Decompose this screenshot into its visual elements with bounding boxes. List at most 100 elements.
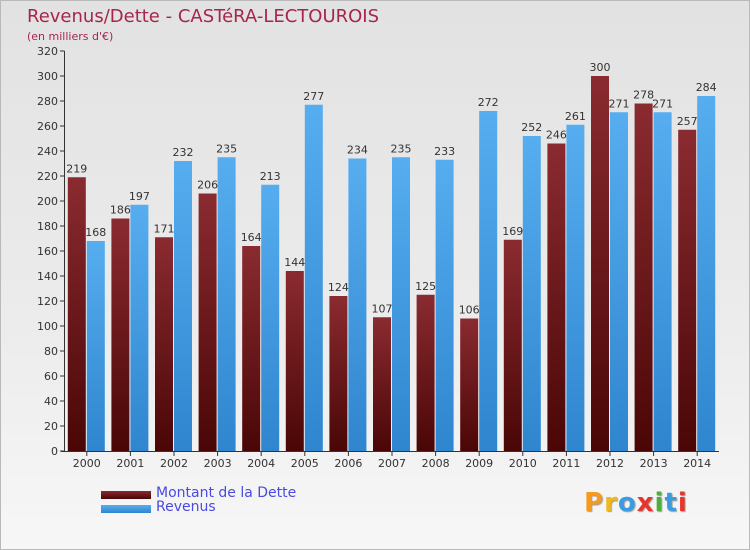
chart-subtitle: (en milliers d'€) [27,30,114,43]
y-tick-label: 100 [37,320,58,333]
y-tick-label: 180 [37,220,58,233]
bar-revenus [348,158,367,451]
y-tick-label: 40 [44,395,58,408]
y-tick-label: 280 [37,95,58,108]
value-label-dette: 169 [502,225,523,238]
bar-dette [678,129,697,451]
bar-dette [460,318,479,451]
value-label-dette: 125 [415,280,436,293]
bar-dette [242,246,261,451]
bar-dette [503,239,522,451]
bar-dette [373,317,391,451]
bar-revenus [261,184,280,451]
legend-label-dette: Montant de la Dette [156,485,297,501]
bar-revenus [522,136,541,451]
bar-revenus [435,159,454,451]
value-label-revenus: 277 [303,90,324,103]
x-tick-label: 2005 [291,457,319,470]
bar-dette [155,237,173,451]
bar-dette [416,294,435,451]
value-label-revenus: 284 [696,81,717,94]
value-label-dette: 106 [459,304,480,317]
x-tick-label: 2009 [465,457,493,470]
bar-revenus [610,112,628,451]
value-label-dette: 219 [66,162,87,175]
y-tick-label: 80 [44,345,58,358]
value-label-dette: 164 [241,231,262,244]
value-label-dette: 278 [633,89,654,102]
logo-letter: P [584,488,605,518]
logo-letter: i [654,488,665,518]
y-tick-label: 240 [37,145,58,158]
value-label-revenus: 234 [347,144,368,157]
x-tick-label: 2000 [73,457,101,470]
y-tick-label: 200 [37,195,58,208]
value-label-revenus: 261 [565,110,586,123]
bar-revenus [697,96,716,451]
value-label-revenus: 272 [478,96,499,109]
x-tick-label: 2008 [422,457,450,470]
value-label-revenus: 235 [216,142,237,155]
y-tick-label: 60 [44,370,58,383]
bars [67,76,716,451]
x-tick-label: 2001 [116,457,144,470]
logo-letter: r [604,488,618,518]
bar-dette [634,103,653,451]
logo-letter: i [677,488,688,518]
value-label-revenus: 168 [85,226,106,239]
y-tick-label: 260 [37,120,58,133]
bar-revenus [304,104,323,451]
y-tick-label: 20 [44,420,58,433]
x-tick-label: 2011 [552,457,580,470]
y-tick-label: 300 [37,70,58,83]
value-label-revenus: 271 [652,97,673,110]
y-tick-label: 320 [37,45,58,58]
axes: 0 20 40 60 80 100 120 140 160 180 200 220 240 260 280 3… [37,45,719,470]
x-tick-label: 2013 [640,457,668,470]
value-label-revenus: 197 [129,190,150,203]
logo-letter: x [636,488,655,518]
value-label-dette: 171 [154,222,175,235]
value-label-dette: 186 [110,204,131,217]
value-label-revenus: 271 [609,97,630,110]
y-tick-label: 160 [37,245,58,258]
x-tick-label: 2006 [334,457,362,470]
value-label-dette: 206 [197,179,218,192]
x-tick-label: 2012 [596,457,624,470]
bar-dette [198,193,217,451]
bar-dette [111,218,130,451]
bar-revenus [479,111,498,451]
value-label-dette: 257 [677,115,698,128]
x-tick-label: 2004 [247,457,275,470]
chart-title: Revenus/Dette - CASTéRA-LECTOUROIS [27,6,380,27]
legend-swatch-dette [101,491,151,499]
bar-revenus [217,157,236,451]
x-tick-label: 2014 [683,457,711,470]
logo-letter: t [664,488,678,518]
bar-revenus [174,161,192,451]
bar-revenus [130,204,149,451]
value-label-dette: 107 [372,302,393,315]
y-tick-label: 0 [51,445,58,458]
value-label-dette: 246 [546,129,567,142]
bar-revenus [86,241,105,451]
x-tick-label: 2010 [509,457,537,470]
legend-label-revenus: Revenus [156,499,216,515]
y-tick-label: 220 [37,170,58,183]
legend-swatch-revenus [101,505,151,513]
value-label-revenus: 232 [173,146,194,159]
y-tick-label: 140 [37,270,58,283]
value-label-dette: 300 [590,61,611,74]
x-tick-label: 2003 [204,457,232,470]
bar-dette [591,76,609,451]
bar-dette [285,271,304,451]
x-tick-label: 2002 [160,457,188,470]
value-label-revenus: 213 [260,170,281,183]
bar-dette [67,177,86,451]
y-tick-label: 120 [37,295,58,308]
x-tick-label: 2007 [378,457,406,470]
logo-letter: o [617,488,637,518]
